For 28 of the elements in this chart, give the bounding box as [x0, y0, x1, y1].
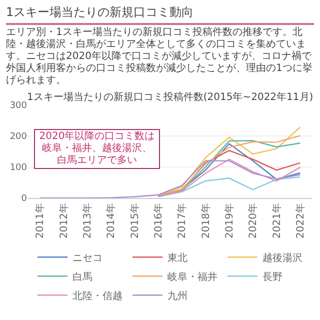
x-tick-label: 2016年	[152, 203, 164, 238]
annotation: 2020年以降の口コミ数は岐阜・福井、越後湯沢、白馬エリアで多い	[34, 129, 160, 169]
y-tick-label: 0	[21, 194, 28, 204]
legend-label: 北陸・信越	[72, 290, 122, 302]
legend-label: ニセコ	[72, 253, 102, 264]
chart-subtitle: エリア別・1スキー場当たりの新規口コミ投稿件数の推移です。北陸・越後湯沢・白馬がエリア全体として多くの口コミを集めています。ニセコは2020年以降で口コミが減少していますが、コロナ禍で外国人利用客からの口コミ投稿数が減少したことが、理由の1つに挙げられます。	[6, 27, 314, 87]
y-tick-label: 300	[10, 101, 28, 112]
x-tick-label: 2014年	[105, 203, 118, 238]
chart-title: 1スキー場当たりの新規口コミ動向	[6, 4, 314, 25]
text: 1スキー場当たりの新規口コミ投稿件数(2015年~2022年11月)	[27, 91, 314, 103]
legend-label: 東北	[168, 252, 188, 264]
x-tick-label: 2021年	[270, 203, 283, 238]
x-tick-label: 2017年	[176, 203, 188, 238]
x-tick-label: 2019年	[223, 203, 236, 238]
legend-label: 越後湯沢	[262, 252, 302, 264]
x-tick-label: 2020年	[247, 203, 260, 238]
x-tick-label: 2011年	[34, 203, 46, 238]
legend-label: 九州	[168, 290, 188, 302]
x-tick-label: 2013年	[81, 203, 94, 238]
y-tick-label: 100	[10, 163, 28, 174]
x-tick-label: 2018年	[200, 203, 212, 238]
legend-label: 長野	[262, 272, 282, 284]
x-tick-label: 2012年	[58, 203, 70, 238]
x-tick-label: 2015年	[128, 203, 141, 238]
legend-label: 岐阜・福井	[168, 271, 218, 284]
x-tick-label: 2022年	[294, 203, 306, 238]
y-tick-label: 200	[10, 132, 28, 142]
legend-label: 白馬	[72, 271, 92, 284]
